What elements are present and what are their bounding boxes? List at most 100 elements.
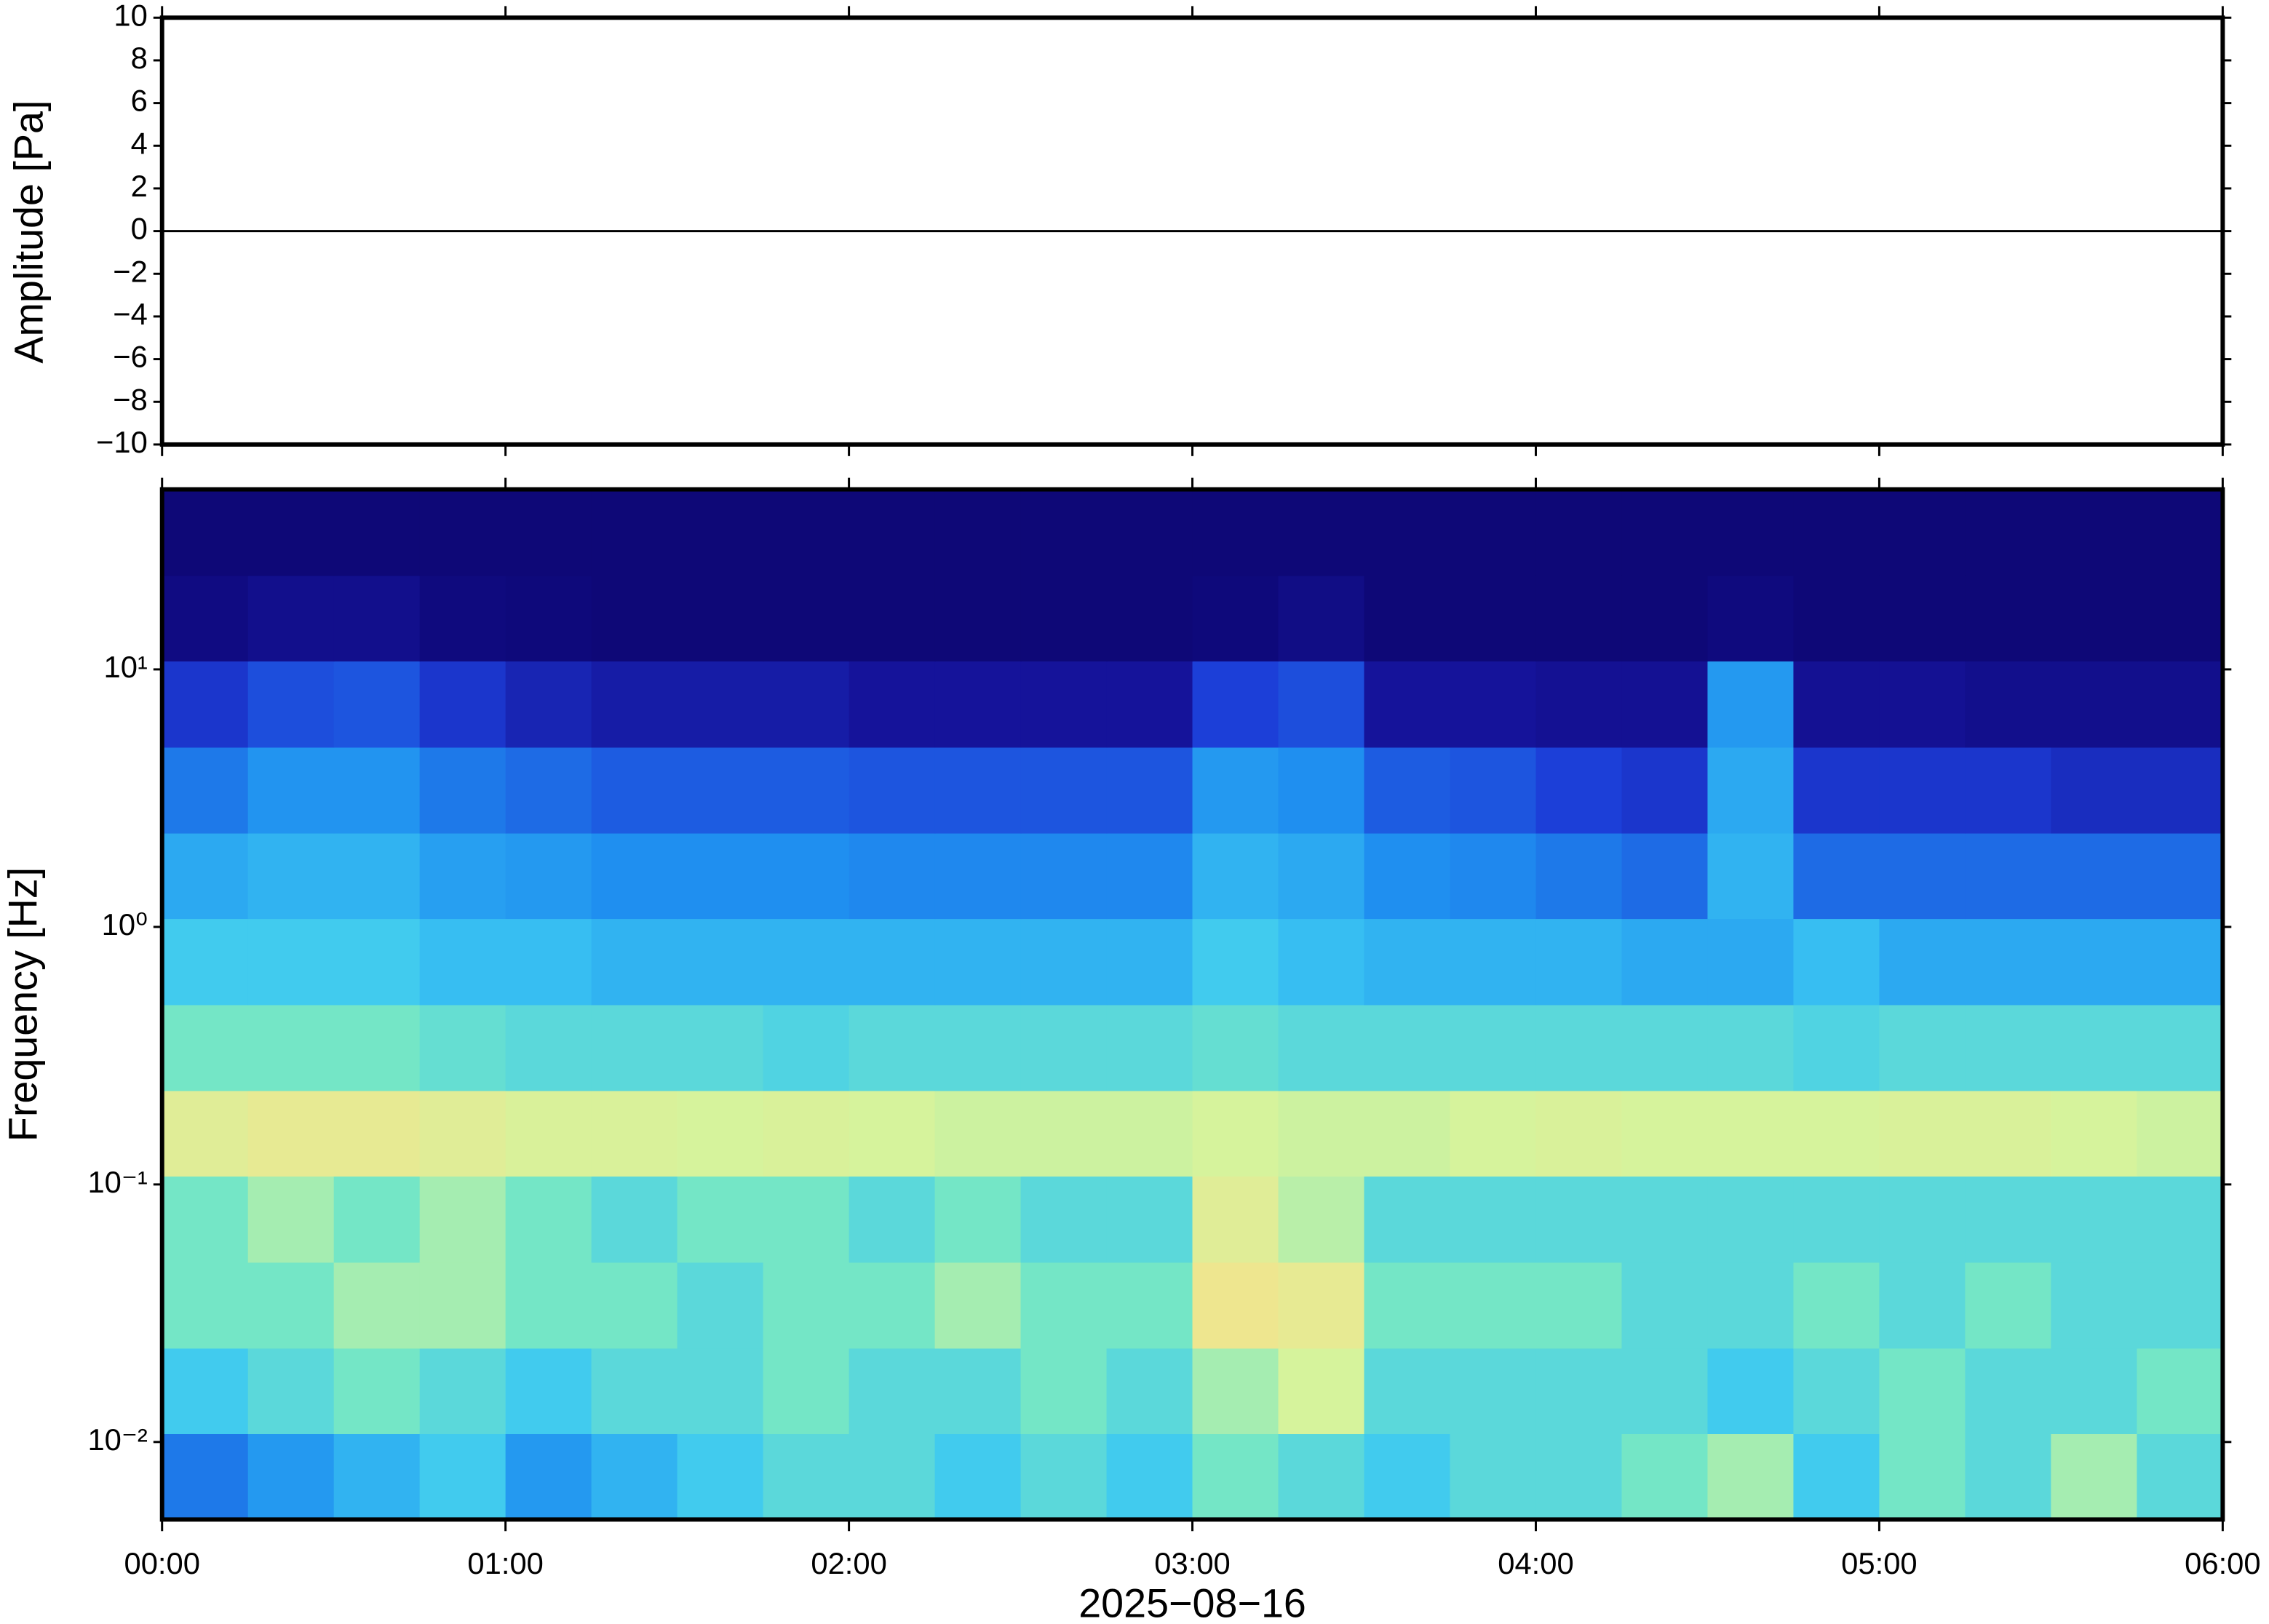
spectrogram-cell [1879,747,1966,834]
spectrogram-cell [1192,1090,1279,1177]
spectrogram-cell [247,918,335,1006]
spectrogram-cell [677,575,764,662]
spectrogram-cell [1364,1176,1451,1263]
spectrogram-cell [1879,1348,1966,1434]
spectrogram-cell [1020,1176,1108,1263]
spectrogram-cell [2137,1176,2224,1263]
spectrogram-cell [934,918,1022,1006]
y-axis-title: Amplitude [Pa] [6,100,51,364]
spectrogram-cell [1364,1433,1451,1521]
spectrogram-cell [162,1262,249,1349]
spectrogram-cell [934,1433,1022,1521]
spectrogram-cell [677,1004,764,1091]
spectrogram-cell [1364,575,1451,662]
spectrogram-cell [591,747,678,834]
spectrogram-cell [1450,489,1537,576]
spectrogram-cell [1879,1433,1966,1521]
spectrogram-cell [162,1004,249,1091]
spectrogram-cell [591,918,678,1006]
spectrogram-cell [162,832,249,920]
spectrogram-cell [1965,1004,2052,1091]
spectrogram-cell [1106,1262,1193,1349]
spectrogram-cell [763,1262,850,1349]
spectrogram-cell [1278,918,1365,1006]
spectrogram-cell [333,1176,421,1263]
spectrogram-cell [849,1004,936,1091]
spectrogram-cell [1364,1262,1451,1349]
spectrogram-cell [849,1090,936,1177]
spectrogram-cell [505,747,592,834]
x-tick-label: 01:00 [467,1546,543,1580]
spectrogram-cell [591,1433,678,1521]
spectrogram-cell [419,1176,506,1263]
spectrogram-cell [2051,747,2138,834]
spectrogram-cell [677,1433,764,1521]
spectrogram-cell [1450,918,1537,1006]
spectrogram-cell [1707,575,1795,662]
spectrogram-cell [505,918,592,1006]
spectrogram-cell [419,918,506,1006]
spectrogram-cell [763,1004,850,1091]
spectrogram-cell [419,1262,506,1349]
spectrogram-cell [419,832,506,920]
y-tick-label: 6 [131,84,148,118]
x-axis-title: 2025−08−16 [1078,1580,1306,1624]
spectrogram-cell [247,1262,335,1349]
spectrogram-cell [333,661,421,748]
spectrogram-cell [763,1176,850,1263]
spectrogram-cell [162,1433,249,1521]
spectrogram-cell [1020,1004,1108,1091]
spectrogram-cell [419,747,506,834]
spectrogram-cell [1450,832,1537,920]
spectrogram-cell [1879,1090,1966,1177]
spectrogram-cell [2051,1262,2138,1349]
spectrogram-cell [1364,489,1451,576]
spectrogram-cell [934,1090,1022,1177]
spectrogram-cell [1106,1004,1193,1091]
spectrogram-cell [934,489,1022,576]
spectrogram-cell [247,575,335,662]
spectrogram-cell [2051,1004,2138,1091]
spectrogram-cell [1020,747,1108,834]
spectrogram-cell [1879,918,1966,1006]
spectrogram-cell [505,1348,592,1434]
spectrogram-cell [1707,747,1795,834]
spectrogram-cell [1192,1433,1279,1521]
spectrogram-cell [849,1176,936,1263]
spectrogram-cell [247,1348,335,1434]
spectrogram-cell [505,1090,592,1177]
y-tick-label: 10¹ [103,650,147,684]
spectrogram-cell [591,1262,678,1349]
spectrogram-cell [1535,489,1623,576]
spectrogram-cell [1278,832,1365,920]
spectrogram-cell [934,1004,1022,1091]
spectrogram-cell [1364,1090,1451,1177]
spectrogram-cell [1621,747,1709,834]
spectrogram-cell [1450,1433,1537,1521]
spectrogram-cell [1106,832,1193,920]
spectrogram-cell [1879,832,1966,920]
spectrogram-cell [1106,575,1193,662]
spectrogram-cell [1707,1433,1795,1521]
spectrogram-cell [162,1176,249,1263]
spectrogram-cell [1364,1348,1451,1434]
spectrogram-cell [1621,661,1709,748]
spectrogram-cell [677,747,764,834]
spectrogram-cell [1707,918,1795,1006]
spectrogram-cell [1965,1348,2052,1434]
spectrogram-cell [591,1176,678,1263]
spectrogram-cell [1535,747,1623,834]
spectrogram-cell [2137,575,2224,662]
spectrogram-cell [1707,1262,1795,1349]
spectrogram-cell [1192,489,1279,576]
y-tick-label: 2 [131,169,148,203]
spectrogram-cell [1535,1433,1623,1521]
spectrogram-cell [505,1176,592,1263]
spectrogram-cell [1450,661,1537,748]
spectrogram-cell [1020,489,1108,576]
spectrogram-cell [849,1433,936,1521]
spectrogram-cell [333,1004,421,1091]
y-tick-label: −8 [113,382,148,416]
spectrogram-cell [162,489,249,576]
